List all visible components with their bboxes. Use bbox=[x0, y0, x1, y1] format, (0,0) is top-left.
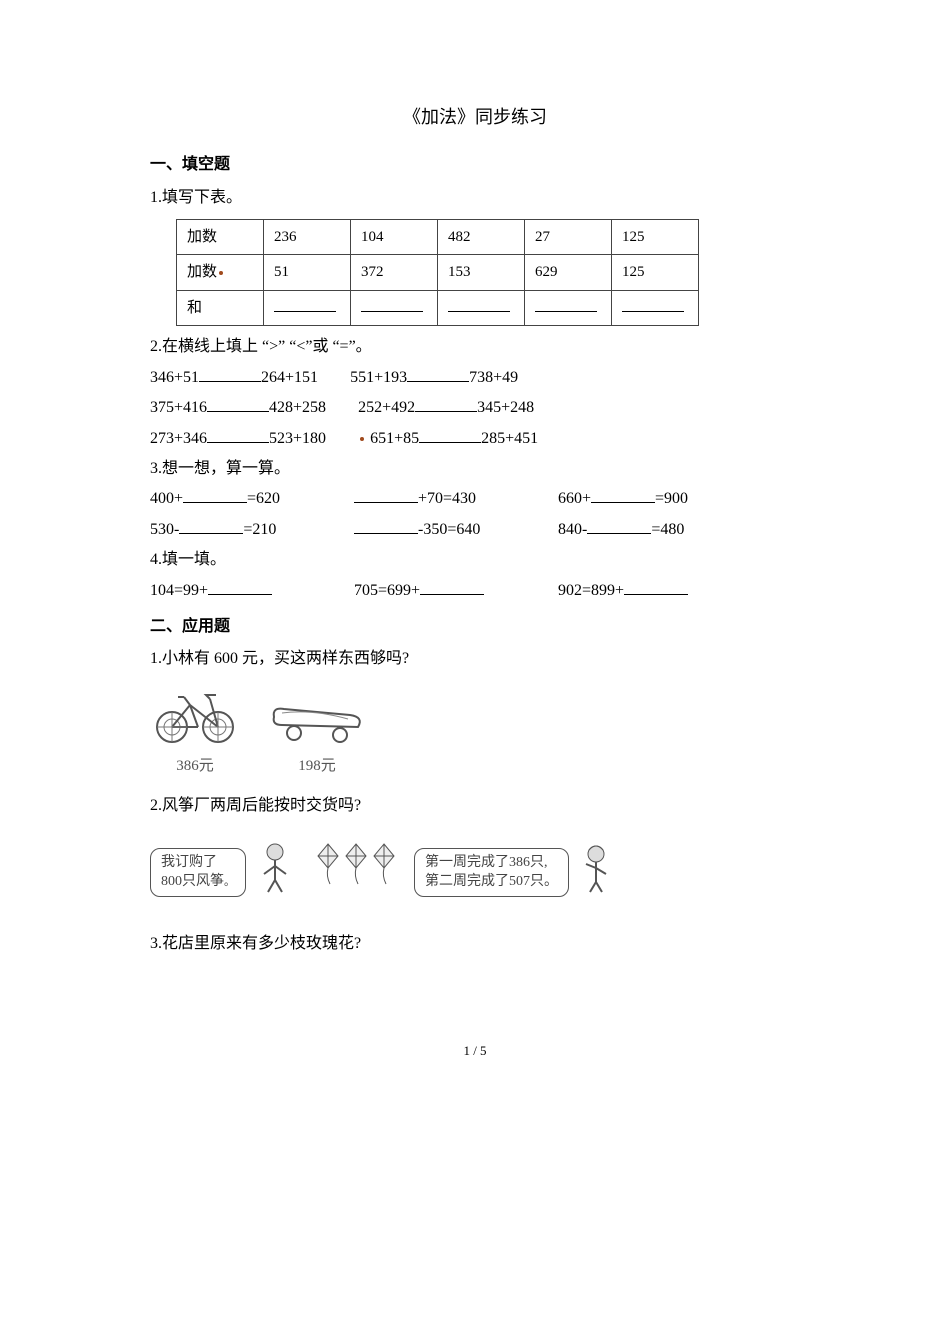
q3-row: 530-=210 -350=640 840-=480 bbox=[150, 515, 800, 545]
speech-bubble-right: 第一周完成了386只, 第二周完成了507只。 bbox=[414, 848, 569, 897]
blank bbox=[591, 488, 655, 503]
cell: 125 bbox=[612, 219, 699, 255]
q4-row: 104=99+ 705=699+ 902=899+ bbox=[150, 576, 800, 606]
blank bbox=[179, 518, 243, 533]
price-skateboard: 198元 bbox=[262, 752, 372, 781]
cell: 372 bbox=[351, 255, 438, 291]
row2-label: 加数 bbox=[177, 255, 264, 291]
cell: 629 bbox=[525, 255, 612, 291]
blank bbox=[207, 427, 269, 442]
q2-row: 346+51264+151 551+193738+49 bbox=[150, 363, 800, 393]
cell: 236 bbox=[264, 219, 351, 255]
blank bbox=[415, 397, 477, 412]
cell: 104 bbox=[351, 219, 438, 255]
price-bike: 386元 bbox=[150, 752, 240, 781]
cell-blank bbox=[264, 290, 351, 326]
row1-label: 加数 bbox=[177, 219, 264, 255]
blank bbox=[420, 579, 484, 594]
app-q3-label: 3.花店里原来有多少枝玫瑰花? bbox=[150, 929, 800, 959]
q3-label: 3.想一想，算一算。 bbox=[150, 454, 800, 484]
cell: 51 bbox=[264, 255, 351, 291]
section-1-heading: 一、填空题 bbox=[150, 150, 800, 180]
kite-scene: 我订购了 800只风筝。 bbox=[150, 840, 800, 905]
blank bbox=[419, 427, 481, 442]
cell: 153 bbox=[438, 255, 525, 291]
page-number: 1 / 5 bbox=[150, 1039, 800, 1064]
blank bbox=[624, 579, 688, 594]
blank bbox=[354, 518, 418, 533]
kites-icon bbox=[312, 840, 402, 905]
bike-skateboard-row bbox=[150, 685, 800, 745]
speech-bubble-left: 我订购了 800只风筝。 bbox=[150, 848, 246, 897]
cell-blank bbox=[351, 290, 438, 326]
blank bbox=[354, 488, 418, 503]
q3-row: 400+=620 +70=430 660+=900 bbox=[150, 484, 800, 514]
app-q2-label: 2.风筝厂两周后能按时交货吗? bbox=[150, 791, 800, 821]
q1-label: 1.填写下表。 bbox=[150, 183, 800, 213]
cell-blank bbox=[612, 290, 699, 326]
dot-icon bbox=[360, 437, 364, 441]
q2-label: 2.在横线上填上 “>” “<”或 “=”。 bbox=[150, 332, 800, 362]
q2-row: 273+346523+180 651+85285+451 bbox=[150, 424, 800, 454]
addition-table: 加数 236 104 482 27 125 加数 51 372 153 629 … bbox=[176, 219, 699, 327]
cell: 125 bbox=[612, 255, 699, 291]
dot-icon bbox=[219, 271, 223, 275]
person-left-icon bbox=[258, 840, 292, 905]
blank bbox=[587, 518, 651, 533]
section-2-heading: 二、应用题 bbox=[150, 612, 800, 642]
person-right-icon bbox=[581, 840, 611, 905]
cell-blank bbox=[438, 290, 525, 326]
blank bbox=[199, 366, 261, 381]
price-row: 386元 198元 bbox=[150, 751, 800, 781]
row3-label: 和 bbox=[177, 290, 264, 326]
app-q1-label: 1.小林有 600 元，买这两样东西够吗? bbox=[150, 644, 800, 674]
page-title: 《加法》同步练习 bbox=[150, 100, 800, 134]
q2-row: 375+416428+258 252+492345+248 bbox=[150, 393, 800, 423]
blank bbox=[207, 397, 269, 412]
q4-label: 4.填一填。 bbox=[150, 545, 800, 575]
skateboard-icon bbox=[262, 695, 372, 745]
cell-blank bbox=[525, 290, 612, 326]
blank bbox=[183, 488, 247, 503]
bicycle-icon bbox=[150, 685, 240, 745]
blank bbox=[407, 366, 469, 381]
cell: 482 bbox=[438, 219, 525, 255]
blank bbox=[208, 579, 272, 594]
cell: 27 bbox=[525, 219, 612, 255]
